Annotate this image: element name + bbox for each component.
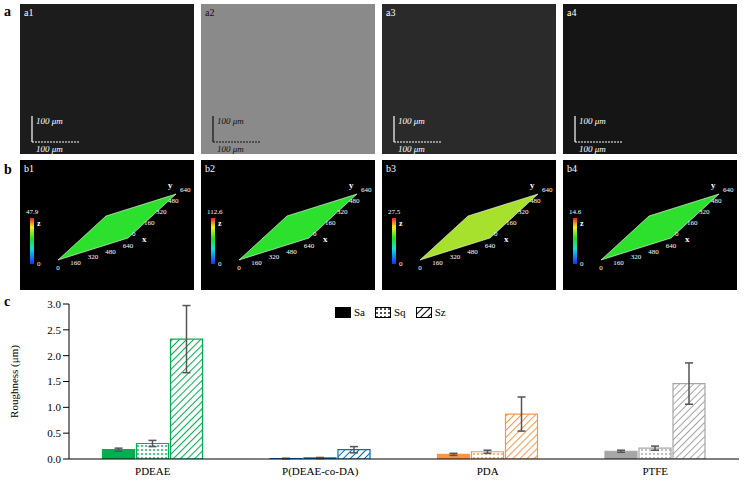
svg-text:x: x (323, 234, 328, 244)
svg-text:480: 480 (648, 248, 659, 256)
svg-text:3.0: 3.0 (47, 298, 61, 310)
svg-text:320: 320 (450, 253, 461, 261)
svg-text:480: 480 (168, 197, 179, 205)
svg-text:640: 640 (180, 186, 191, 194)
svg-text:14.6: 14.6 (569, 208, 582, 216)
svg-text:0: 0 (218, 260, 222, 268)
svg-text:b: b (4, 162, 12, 177)
svg-text:160: 160 (325, 219, 336, 227)
svg-text:160: 160 (506, 219, 517, 227)
svg-text:27.5: 27.5 (388, 208, 401, 216)
svg-text:b4: b4 (567, 163, 577, 174)
svg-text:a2: a2 (205, 7, 214, 18)
svg-text:480: 480 (286, 248, 297, 256)
svg-text:z: z (37, 219, 41, 228)
svg-text:640: 640 (123, 242, 134, 250)
svg-text:480: 480 (349, 197, 360, 205)
svg-text:100 μm: 100 μm (36, 116, 63, 126)
html-text:Sz: Sz (434, 306, 446, 318)
svg-text:640: 640 (361, 186, 372, 194)
svg-text:b1: b1 (24, 163, 34, 174)
svg-text:480: 480 (711, 197, 722, 205)
svg-text:P(DEAE-co-DA): P(DEAE-co-DA) (282, 465, 359, 478)
svg-text:320: 320 (699, 208, 710, 216)
svg-text:100 μm: 100 μm (217, 144, 244, 154)
svg-text:2.5: 2.5 (47, 324, 61, 336)
svg-text:640: 640 (304, 242, 315, 250)
svg-text:a: a (4, 4, 11, 19)
html-text:Sq: Sq (394, 306, 406, 318)
svg-text:y: y (349, 180, 354, 190)
svg-text:a3: a3 (386, 7, 395, 18)
svg-text:640: 640 (542, 186, 553, 194)
svg-text:100 μm: 100 μm (579, 116, 606, 126)
svg-text:b2: b2 (205, 163, 215, 174)
svg-text:0: 0 (580, 260, 584, 268)
svg-text:z: z (218, 219, 222, 228)
svg-text:a1: a1 (24, 7, 33, 18)
svg-text:320: 320 (156, 208, 167, 216)
svg-text:320: 320 (518, 208, 529, 216)
svg-text:PDA: PDA (477, 465, 499, 477)
svg-text:480: 480 (467, 248, 478, 256)
svg-text:320: 320 (269, 253, 280, 261)
svg-text:2.0: 2.0 (47, 350, 61, 362)
svg-text:PTFE: PTFE (642, 465, 668, 477)
svg-text:320: 320 (337, 208, 348, 216)
svg-text:320: 320 (631, 253, 642, 261)
svg-text:100 μm: 100 μm (398, 144, 425, 154)
svg-text:112.6: 112.6 (207, 208, 223, 216)
svg-text:0: 0 (418, 264, 422, 272)
svg-text:47.9: 47.9 (26, 208, 39, 216)
svg-text:0: 0 (132, 230, 136, 238)
svg-text:Roughness (μm): Roughness (μm) (8, 345, 21, 418)
svg-text:0.5: 0.5 (47, 427, 61, 439)
svg-text:y: y (530, 180, 535, 190)
svg-text:0: 0 (37, 260, 41, 268)
svg-text:0: 0 (56, 264, 60, 272)
svg-text:0: 0 (599, 264, 603, 272)
svg-text:z: z (580, 219, 584, 228)
svg-text:640: 640 (485, 242, 496, 250)
svg-text:0: 0 (237, 264, 241, 272)
html-text:Sa: Sa (354, 306, 365, 318)
svg-text:a4: a4 (567, 7, 576, 18)
svg-text:z: z (399, 219, 403, 228)
svg-text:100 μm: 100 μm (36, 144, 63, 154)
svg-text:640: 640 (666, 242, 677, 250)
svg-text:0: 0 (675, 230, 679, 238)
svg-text:160: 160 (687, 219, 698, 227)
svg-text:PDEAE: PDEAE (135, 465, 171, 477)
svg-text:0.0: 0.0 (47, 453, 61, 465)
svg-text:100 μm: 100 μm (217, 116, 244, 126)
svg-text:1.0: 1.0 (47, 401, 61, 413)
svg-text:x: x (142, 234, 147, 244)
svg-text:160: 160 (613, 259, 624, 267)
svg-text:0: 0 (494, 230, 498, 238)
svg-text:b3: b3 (386, 163, 396, 174)
svg-text:0: 0 (313, 230, 317, 238)
svg-text:100 μm: 100 μm (579, 144, 606, 154)
svg-text:160: 160 (432, 259, 443, 267)
svg-text:y: y (168, 180, 173, 190)
svg-text:1.5: 1.5 (47, 375, 61, 387)
svg-text:320: 320 (88, 253, 99, 261)
html-text:c: c (4, 294, 11, 309)
svg-text:160: 160 (144, 219, 155, 227)
svg-text:640: 640 (723, 186, 734, 194)
svg-text:480: 480 (530, 197, 541, 205)
svg-text:480: 480 (105, 248, 116, 256)
svg-text:160: 160 (70, 259, 81, 267)
svg-text:y: y (711, 180, 716, 190)
svg-text:x: x (685, 234, 690, 244)
svg-text:160: 160 (251, 259, 262, 267)
svg-text:0: 0 (399, 260, 403, 268)
svg-text:x: x (504, 234, 509, 244)
svg-text:100 μm: 100 μm (398, 116, 425, 126)
